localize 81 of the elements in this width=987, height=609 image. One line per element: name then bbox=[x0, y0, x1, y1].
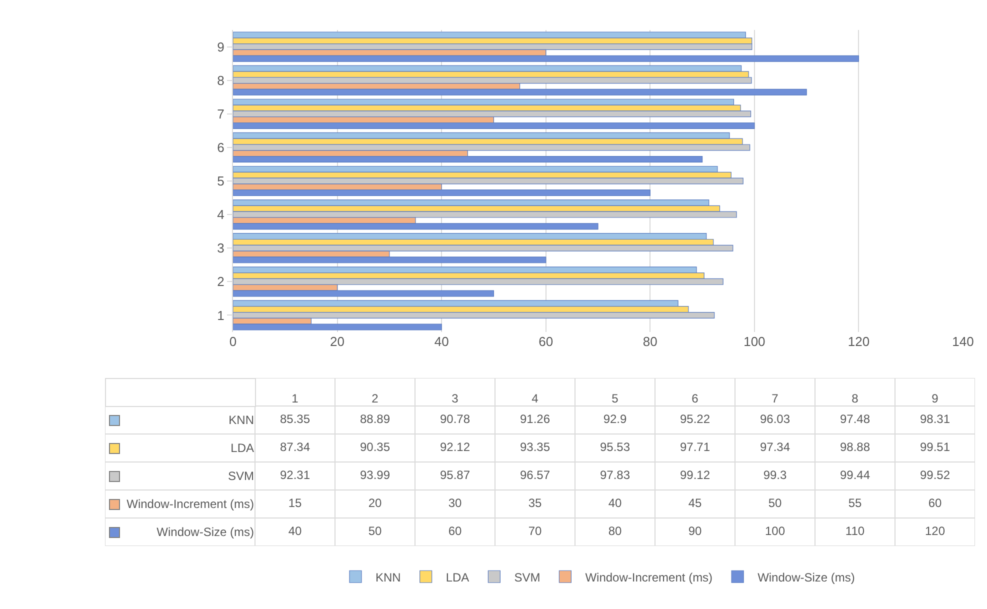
data-label: 93.99 bbox=[360, 468, 390, 482]
data-label: 97.83 bbox=[600, 468, 630, 482]
y-tick-label: 3 bbox=[217, 240, 224, 256]
x-tick-label: 0 bbox=[229, 334, 237, 349]
x-tick-label: 20 bbox=[330, 334, 345, 349]
data-label: 95.53 bbox=[600, 440, 630, 454]
data-label: 40 bbox=[608, 496, 622, 510]
data-label: 96.57 bbox=[520, 468, 550, 482]
data-label: 15 bbox=[288, 496, 302, 510]
data-label: 110 bbox=[845, 524, 865, 538]
y-tick-label: SVM bbox=[228, 469, 254, 484]
data-label: 97.48 bbox=[840, 412, 870, 426]
y-tick-label: 7 bbox=[217, 106, 224, 122]
data-label: 95.87 bbox=[440, 468, 470, 482]
data-label: 45 bbox=[688, 496, 702, 510]
x-tick-label: 7 bbox=[772, 392, 779, 406]
x-tick-label: 80 bbox=[642, 334, 658, 349]
data-label: 120 bbox=[924, 524, 946, 538]
data-label: 20 bbox=[368, 496, 382, 510]
x-tick-label: 40 bbox=[434, 334, 449, 349]
y-tick-label: 6 bbox=[217, 140, 224, 155]
x-tick-label: 100 bbox=[744, 334, 766, 349]
y-tick-label: LDA bbox=[230, 441, 254, 456]
data-label: 93.35 bbox=[520, 440, 550, 454]
y-tick-label: 8 bbox=[217, 72, 224, 88]
y-tick-label: 5 bbox=[217, 174, 224, 189]
y-tick-label: Window-Increment (ms) bbox=[126, 497, 254, 512]
data-label: 55 bbox=[848, 496, 862, 510]
data-label: 91.26 bbox=[520, 412, 550, 426]
legend-label: KNN bbox=[376, 570, 401, 584]
data-label: 97.71 bbox=[680, 440, 710, 454]
x-tick-label: 1 bbox=[292, 392, 299, 406]
x-tick-label: 4 bbox=[532, 392, 539, 406]
data-label: 99.52 bbox=[920, 468, 950, 482]
data-label: 70 bbox=[528, 524, 542, 538]
data-label: 99.3 bbox=[763, 468, 787, 482]
data-label: 90.35 bbox=[360, 440, 390, 454]
y-tick-label: 9 bbox=[217, 39, 224, 54]
legend-label: LDA bbox=[446, 570, 470, 584]
x-tick-label: 2 bbox=[372, 392, 379, 406]
y-tick-label: Window-Size (ms) bbox=[156, 525, 254, 540]
data-label: 96.03 bbox=[760, 412, 790, 426]
x-tick-label: 140 bbox=[952, 334, 974, 349]
data-label: 92.9 bbox=[603, 412, 627, 426]
x-tick-label: 6 bbox=[692, 392, 699, 406]
data-label: 87.34 bbox=[280, 440, 310, 454]
data-label: 98.31 bbox=[920, 412, 950, 426]
y-tick-label: 1 bbox=[217, 308, 224, 323]
data-label: 60 bbox=[448, 524, 462, 538]
data-label: 50 bbox=[368, 524, 382, 538]
data-label: 99.12 bbox=[680, 468, 710, 482]
data-label: 100 bbox=[764, 524, 786, 538]
data-label: 95.22 bbox=[680, 412, 710, 426]
data-label: 80 bbox=[608, 524, 622, 538]
data-label: 88.89 bbox=[360, 412, 390, 426]
x-tick-label: 60 bbox=[538, 334, 554, 349]
x-tick-label: 3 bbox=[452, 392, 459, 406]
data-label: 92.12 bbox=[440, 440, 470, 454]
x-tick-label: 9 bbox=[932, 392, 939, 406]
data-label: 30 bbox=[448, 496, 462, 510]
legend-label: Window-Size (ms) bbox=[758, 570, 855, 584]
data-label: 92.31 bbox=[280, 468, 310, 482]
x-tick-label: 120 bbox=[848, 334, 870, 349]
x-tick-label: 5 bbox=[612, 392, 619, 406]
data-label: 40 bbox=[288, 524, 302, 538]
data-label: 99.44 bbox=[840, 468, 870, 482]
data-label: 97.34 bbox=[760, 440, 790, 454]
legend-label: SVM bbox=[514, 570, 540, 584]
data-label: 85.35 bbox=[280, 412, 310, 426]
data-label: 50 bbox=[768, 496, 782, 510]
data-label: 90.78 bbox=[440, 412, 470, 426]
data-label: 60 bbox=[928, 496, 942, 510]
x-tick-label: 8 bbox=[852, 392, 859, 406]
y-tick-label: KNN bbox=[228, 413, 254, 428]
y-tick-label: 4 bbox=[217, 207, 224, 222]
data-label: 99.51 bbox=[920, 440, 950, 454]
y-tick-label: 2 bbox=[217, 274, 224, 290]
data-label: 90 bbox=[688, 524, 702, 538]
legend-label: Window-Increment (ms) bbox=[585, 570, 713, 584]
data-label: 35 bbox=[528, 496, 542, 510]
data-label: 98.88 bbox=[840, 440, 870, 454]
